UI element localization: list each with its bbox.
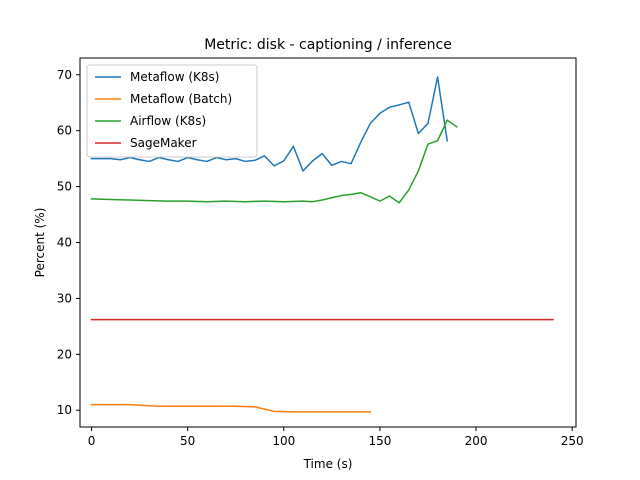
series-line-2 [90,119,458,204]
x-tick-label: 100 [272,434,295,448]
legend-label-3: SageMaker [130,136,197,150]
x-tick-label: 50 [180,434,195,448]
legend-label-2: Airflow (K8s) [130,114,206,128]
y-tick-label: 60 [57,124,72,138]
x-tick-label: 250 [561,434,584,448]
plot-area [90,76,554,413]
x-axis: 0 50 100 150 200 250 [88,427,584,448]
y-tick-label: 10 [57,403,72,417]
series-line-0 [90,76,449,172]
x-tick-label: 150 [368,434,391,448]
y-tick-label: 40 [57,236,72,250]
legend-label-0: Metaflow (K8s) [130,70,219,84]
chart-title: Metric: disk - captioning / inference [204,37,452,53]
legend: Metaflow (K8s) Metaflow (Batch) Airflow (K… [86,64,258,158]
y-tick-label: 70 [57,68,72,82]
series-line-1 [90,403,372,413]
y-tick-label: 30 [57,291,72,305]
x-axis-label: Time (s) [303,457,353,471]
y-tick-label: 20 [57,347,72,361]
legend-label-1: Metaflow (Batch) [130,92,232,106]
y-axis: 10 20 30 40 50 60 70 [57,68,80,417]
legend-box [86,64,258,158]
x-tick-label: 0 [88,434,96,448]
y-tick-label: 50 [57,180,72,194]
x-tick-label: 200 [465,434,488,448]
y-axis-label: Percent (%) [33,208,47,278]
